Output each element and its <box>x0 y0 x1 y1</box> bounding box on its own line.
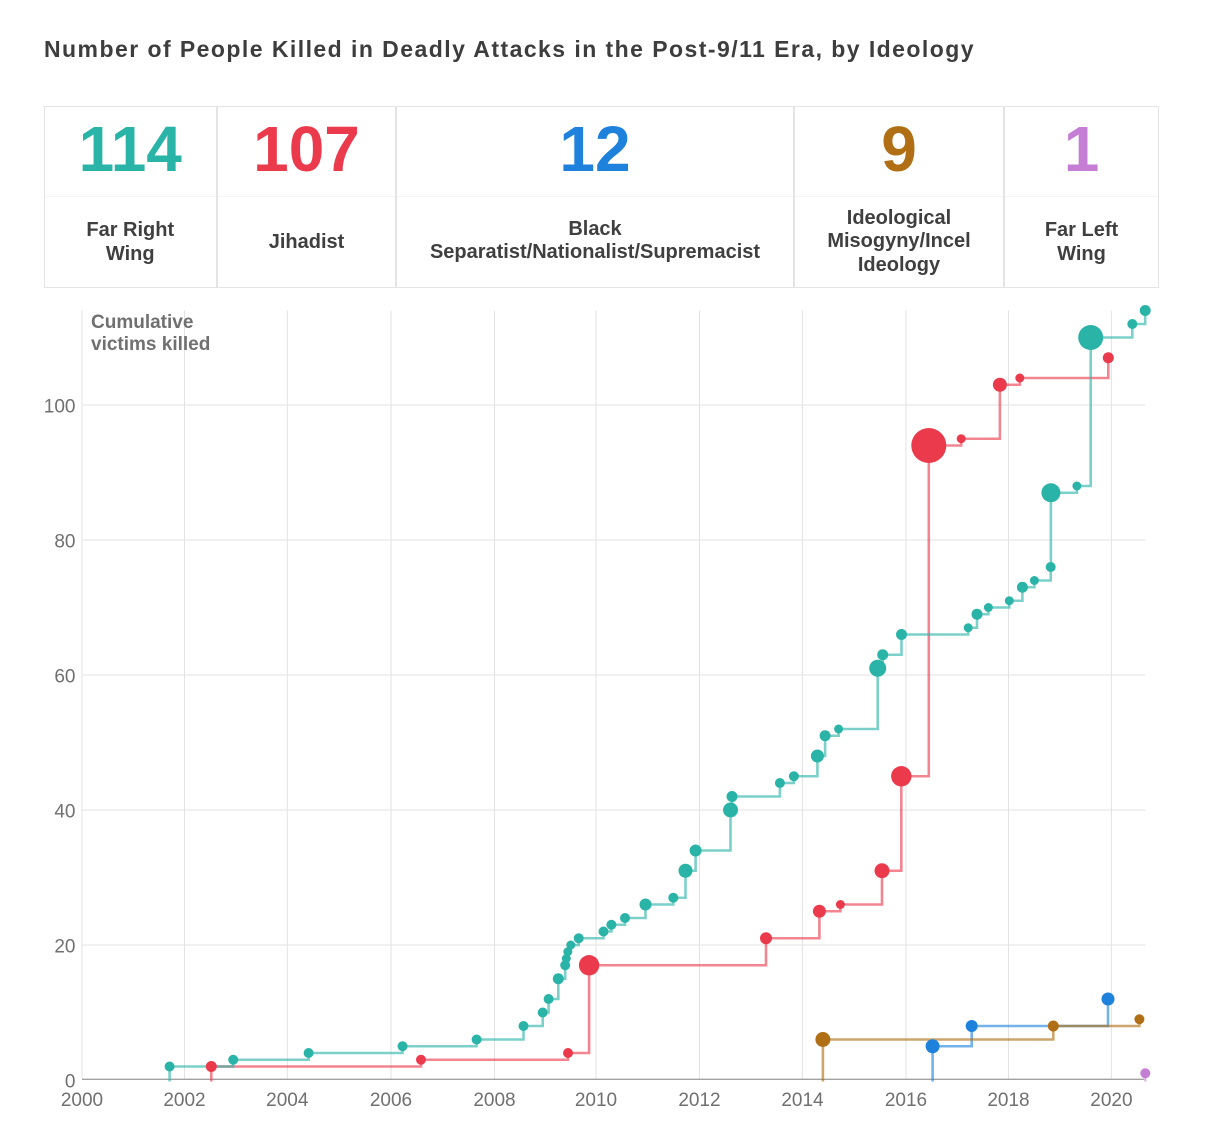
svg-text:0: 0 <box>65 1072 76 1093</box>
svg-text:100: 100 <box>44 397 76 418</box>
svg-text:2006: 2006 <box>370 1090 412 1111</box>
svg-text:2004: 2004 <box>266 1090 309 1111</box>
svg-text:2012: 2012 <box>678 1090 720 1111</box>
svg-text:2020: 2020 <box>1090 1090 1132 1111</box>
svg-text:2002: 2002 <box>163 1090 205 1111</box>
svg-text:60: 60 <box>54 667 75 688</box>
svg-text:victims killed: victims killed <box>91 334 210 355</box>
svg-text:2016: 2016 <box>885 1090 927 1111</box>
svg-text:2010: 2010 <box>575 1090 617 1111</box>
svg-text:2000: 2000 <box>61 1090 103 1111</box>
svg-text:2018: 2018 <box>987 1090 1029 1111</box>
svg-text:40: 40 <box>54 802 75 823</box>
svg-text:Cumulative: Cumulative <box>91 312 193 333</box>
svg-text:2014: 2014 <box>781 1090 824 1111</box>
svg-text:20: 20 <box>54 937 75 958</box>
svg-text:80: 80 <box>54 532 75 553</box>
svg-text:2008: 2008 <box>473 1090 515 1111</box>
